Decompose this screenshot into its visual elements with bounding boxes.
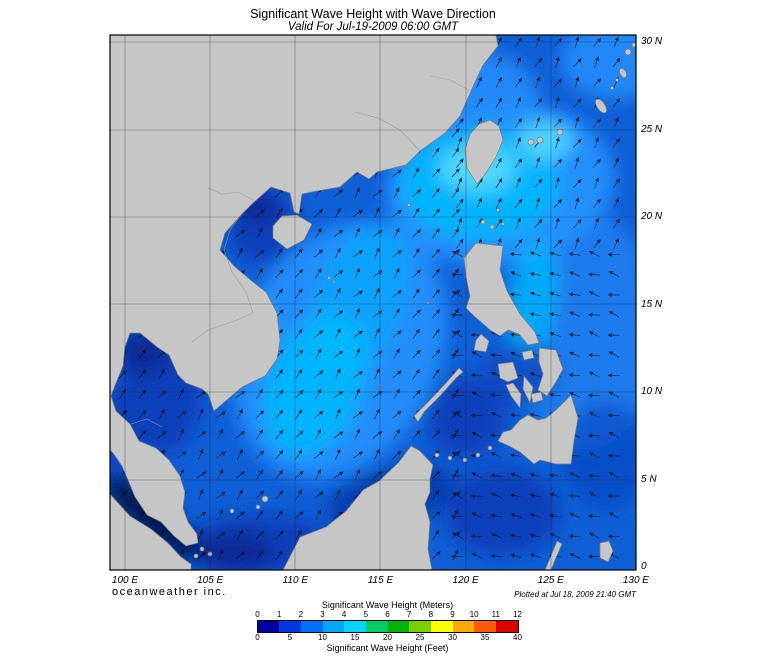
legend-meters-title: Significant Wave Height (Meters): [321, 600, 454, 610]
y-axis-label: 25 N: [641, 123, 663, 135]
colorbar-segment: [300, 621, 323, 632]
colorbar-segment: [365, 621, 388, 632]
taiwan-island: [464, 119, 504, 185]
wave-zone-peak-east-taiwan: [517, 120, 573, 160]
feet-tick: 30: [448, 633, 457, 642]
feet-tick: 20: [383, 633, 392, 642]
chart-subtitle: Valid For Jul-19-2009 06:00 GMT: [287, 21, 459, 33]
x-axis-label: 110 E: [282, 575, 308, 586]
mindoro-island: [473, 333, 490, 353]
colorbar-segment: [452, 621, 475, 632]
panay-island: [497, 361, 519, 383]
x-axis-label: 125 E: [537, 575, 564, 586]
ryukyu-islands: [527, 42, 636, 146]
bohol-island: [530, 391, 544, 404]
legend-meters-ticks: 0 1 2 3 4 5 6 7 8 9 10 11 12: [255, 610, 522, 620]
x-axis: 100 E 105 E 110 E 115 E 120 E 125 E 130 E: [0, 575, 775, 589]
feet-tick: 15: [350, 633, 360, 642]
wave-zone-karimata: [195, 532, 275, 570]
x-axis-label: 115 E: [367, 575, 394, 586]
wave-zone-vietnam-jet: [262, 313, 368, 457]
meters-tick: 3: [320, 610, 325, 619]
y-axis-label: 0: [641, 561, 647, 572]
country-borders: [130, 75, 472, 428]
mainland-asia: [110, 35, 499, 547]
grid-lines: [110, 35, 636, 570]
meters-tick: 7: [406, 610, 412, 619]
meters-tick: 9: [450, 610, 455, 619]
colorbar-segment: [279, 621, 301, 632]
y-axis-label: 30 N: [641, 36, 663, 47]
palawan-island: [413, 367, 464, 423]
x-axis-label: 120 E: [452, 575, 479, 586]
x-axis-label: 100 E: [111, 575, 139, 586]
colorbar-segment: [409, 621, 431, 632]
meters-tick: 11: [491, 610, 500, 619]
x-axis-label: 105 E: [197, 575, 224, 586]
colorbar-segment: [322, 621, 345, 632]
colorbar-segment: [474, 621, 496, 632]
colorbar-segment: [430, 621, 453, 632]
sumatra-island: [110, 493, 192, 570]
meters-tick: 2: [298, 610, 304, 619]
meters-tick: 6: [385, 610, 390, 619]
meters-tick: 5: [363, 610, 369, 619]
legend-feet-title: Significant Wave Height (Feet): [326, 643, 449, 653]
chart-title: Significant Wave Height with Wave Direct…: [250, 7, 496, 21]
colorbar-segment: [387, 621, 410, 632]
wave-zone-ryukyu: [560, 35, 636, 100]
feet-tick: 10: [318, 633, 327, 642]
oceanweather-logo: oceanweather inc.: [112, 586, 227, 598]
feet-tick: 35: [480, 633, 490, 642]
wave-zone-malacca-strait: [110, 476, 201, 560]
y-axis-label: 15 N: [641, 298, 663, 310]
feet-tick: 0: [255, 633, 260, 642]
mindanao-island: [497, 394, 579, 465]
legend-colorbar: [256, 620, 519, 633]
meters-tick: 12: [513, 610, 522, 619]
feet-tick: 5: [287, 633, 293, 642]
luzon-island: [463, 242, 540, 346]
feet-tick: 40: [513, 633, 522, 642]
meters-tick: 4: [341, 610, 347, 619]
borneo-island: [282, 445, 434, 570]
colorbar-segment: [344, 621, 366, 632]
y-axis: 30 N 25 N 20 N 15 N 10 N 5 N 0: [641, 0, 681, 600]
x-axis-label: 130 E: [622, 575, 649, 586]
y-axis-label: 5 N: [641, 473, 657, 485]
wave-zone-celebes-sea: [444, 468, 560, 556]
meters-tick: 10: [469, 610, 479, 619]
colorbar-segment: [495, 621, 518, 632]
wave-zone-east-mindanao: [563, 400, 636, 510]
meters-tick: 1: [276, 610, 282, 619]
plot-timestamp: Plotted at Jul 18, 2009 21:40 GMT: [514, 590, 636, 599]
feet-tick: 25: [415, 633, 425, 642]
halmahera-island: [599, 540, 614, 563]
hainan-island: [272, 214, 313, 250]
meters-tick: 8: [428, 610, 434, 619]
landmasses: [110, 35, 636, 570]
colorbar-segment: [257, 621, 280, 632]
legend-feet-ticks: 0 5 10 15 20 25 30 35 40: [255, 633, 522, 643]
y-axis-label: 20 N: [641, 211, 663, 222]
masbate-island: [521, 349, 535, 361]
map-frame: [109, 34, 637, 571]
y-axis-label: 10 N: [641, 386, 663, 397]
samar-leyte-islands: [537, 347, 564, 397]
meters-tick: 0: [255, 610, 260, 619]
cebu-island: [522, 375, 534, 405]
